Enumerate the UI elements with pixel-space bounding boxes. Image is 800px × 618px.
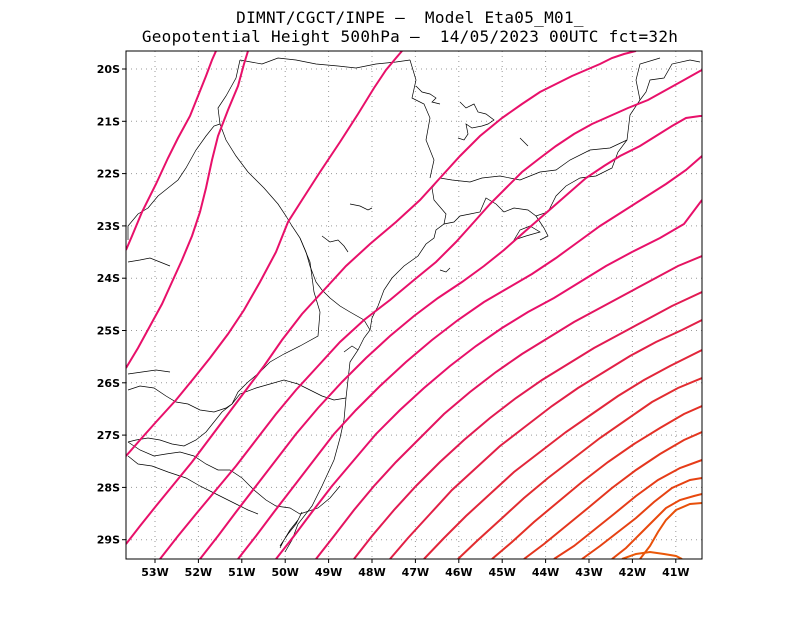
contour-line (389, 319, 702, 559)
contour-line (126, 51, 637, 545)
contour-line (315, 255, 702, 559)
graticule (126, 51, 702, 559)
border-uruguay-argentina (127, 455, 259, 515)
lon-label: 53W (141, 566, 168, 579)
lat-label: 25S (97, 325, 120, 338)
lon-label: 50W (271, 566, 298, 579)
coast-islands (439, 267, 451, 273)
reservoir-furnas (415, 85, 441, 105)
contour-line (457, 377, 702, 559)
lat-label: 28S (97, 481, 120, 494)
ilha-grande-coast (513, 225, 541, 241)
state-border-ms-sp (219, 123, 301, 239)
lat-label: 27S (97, 429, 120, 442)
lat-label: 26S (97, 377, 120, 390)
latitude-labels: 20S 21S 22S 23S 24S 25S 26S 27S 28S 29S (97, 63, 120, 547)
contour-line (611, 493, 702, 559)
ms-river-south (127, 369, 171, 375)
state-border-sp-mg-north (239, 57, 411, 69)
lon-label: 43W (575, 566, 602, 579)
guanabara-bay (535, 215, 549, 241)
state-border-ms-west (127, 123, 221, 240)
map-title-line1: DIMNT/CGCT/INPE – Model Eta05_M01_ (236, 8, 584, 27)
lat-label: 29S (97, 534, 120, 547)
lon-label: 48W (358, 566, 385, 579)
coast-island-2 (343, 345, 359, 353)
contour-line (553, 459, 702, 559)
contour-line (523, 431, 702, 559)
ms-river-system (127, 257, 171, 267)
reservoir-paranapanema (349, 203, 373, 211)
state-border-sp-mg (409, 59, 435, 179)
contour-line (353, 291, 702, 559)
contour-line (639, 502, 702, 559)
geopotential-contours (126, 51, 702, 559)
lon-label: 45W (488, 566, 515, 579)
map-title-line2: Geopotential Height 500hPa – 14/05/2023 … (141, 27, 679, 46)
lon-label: 47W (402, 566, 429, 579)
state-border-mg-rj (431, 139, 628, 225)
contour-line (126, 51, 403, 457)
contour-line (581, 477, 702, 559)
lon-label: 42W (619, 566, 646, 579)
lat-label: 23S (97, 220, 120, 233)
coastline-and-borders (127, 57, 701, 553)
reservoir-tres-marias (457, 101, 495, 141)
river-paranaiba (217, 59, 241, 125)
contour-line (275, 199, 702, 559)
longitude-labels: 53W 52W 51W 50W 49W 48W 47W 46W 45W 44W 43W 42W 41W (141, 566, 689, 579)
contour-line (237, 155, 702, 559)
lon-label: 51W (228, 566, 255, 579)
axis-ticks (122, 68, 677, 563)
state-border-mg-es (635, 57, 661, 101)
contour-line (621, 550, 683, 559)
state-border-sc-rs (127, 441, 341, 515)
border-paraguay (127, 385, 233, 413)
lon-label: 46W (445, 566, 472, 579)
lat-label: 22S (97, 168, 120, 181)
contour-line (159, 69, 702, 559)
contour-line (491, 405, 702, 559)
state-border-sp-pr (299, 237, 371, 331)
lagoa-dos-patos (279, 511, 303, 549)
state-border-pr-ms (231, 237, 321, 405)
lon-label: 41W (662, 566, 689, 579)
reservoir-itaipu (321, 235, 349, 253)
lat-label: 20S (97, 63, 120, 76)
border-argentina (127, 403, 233, 447)
coastline (284, 59, 701, 553)
lat-label: 21S (97, 115, 120, 128)
lon-label: 49W (315, 566, 342, 579)
contour-line (199, 115, 702, 559)
lat-label: 24S (97, 272, 120, 285)
map-frame (125, 50, 703, 560)
lon-label: 44W (532, 566, 559, 579)
reservoir-east (519, 137, 529, 147)
contour-line (126, 51, 249, 369)
contour-line (126, 51, 217, 251)
contour-line (423, 349, 702, 559)
lon-label: 52W (185, 566, 212, 579)
